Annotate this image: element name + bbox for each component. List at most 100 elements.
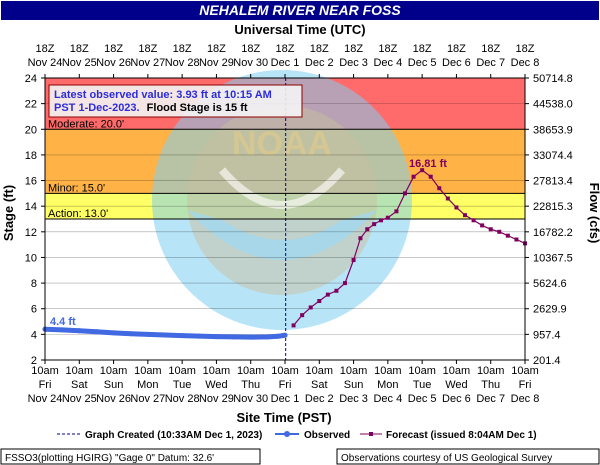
y-right-tick-label: 5624.6 bbox=[533, 278, 567, 290]
x-tick-time: 10am bbox=[66, 365, 94, 377]
top-tick-time: 18Z bbox=[70, 43, 89, 55]
top-tick-time: 18Z bbox=[241, 43, 260, 55]
forecast-point bbox=[437, 186, 442, 191]
x-tick-day: Sat bbox=[71, 379, 88, 391]
x-tick-day: Wed bbox=[445, 379, 467, 391]
top-tick-date: Nov 27 bbox=[130, 57, 165, 69]
y-tick-label: 24 bbox=[25, 73, 37, 85]
top-tick-date: Dec 6 bbox=[442, 57, 471, 69]
observed-point bbox=[162, 332, 168, 338]
forecast-point bbox=[291, 323, 296, 328]
x-tick-time: 10am bbox=[477, 365, 505, 377]
top-tick-time: 18Z bbox=[516, 43, 535, 55]
y-tick-label: 8 bbox=[31, 278, 37, 290]
seal-noaa-text: NOAA bbox=[232, 125, 332, 163]
top-tick-time: 18Z bbox=[447, 43, 466, 55]
info-box: Latest observed value: 3.93 ft at 10:15 … bbox=[48, 84, 303, 118]
threshold-label: Moderate: 20.0' bbox=[48, 118, 124, 130]
flood-thresholds: Moderate: 20.0' Minor: 15.0' Action: 13.0' bbox=[45, 118, 525, 220]
x-tick-date: Nov 24 bbox=[28, 393, 63, 405]
y-right-tick-label: 38653.9 bbox=[533, 124, 573, 136]
x-tick-day: Thu bbox=[481, 379, 500, 391]
x-tick-date: Dec 2 bbox=[305, 393, 334, 405]
x-tick-day: Fri bbox=[519, 379, 532, 391]
forecast-point bbox=[343, 281, 347, 286]
observed-point bbox=[275, 333, 281, 339]
x-tick-date: Nov 27 bbox=[130, 393, 165, 405]
top-tick-date: Dec 3 bbox=[339, 57, 368, 69]
top-tick-date: Dec 8 bbox=[511, 57, 540, 69]
y-right-axis-label: Flow (cfs) bbox=[587, 183, 600, 244]
chart-title: NEHALEM RIVER NEAR FOSS bbox=[199, 2, 401, 18]
forecast-point bbox=[445, 196, 450, 201]
forecast-point bbox=[351, 258, 356, 263]
x-tick-day: Wed bbox=[205, 379, 227, 391]
forecast-point bbox=[308, 305, 313, 310]
forecast-point bbox=[505, 233, 510, 238]
y-right-tick-label: 44538.0 bbox=[533, 99, 573, 111]
x-tick-date: Dec 5 bbox=[408, 393, 437, 405]
top-tick-date: Dec 7 bbox=[476, 57, 505, 69]
top-tick-date: Dec 1 bbox=[271, 57, 300, 69]
y-tick-label: 4 bbox=[31, 329, 37, 341]
forecast-point bbox=[385, 215, 390, 220]
top-tick-date: Dec 2 bbox=[305, 57, 334, 69]
top-tick-date: Nov 28 bbox=[165, 57, 200, 69]
y-right-tick-label: 33074.4 bbox=[533, 150, 573, 162]
forecast-point bbox=[334, 288, 339, 293]
forecast-point bbox=[365, 227, 370, 232]
top-axis-label: Universal Time (UTC) bbox=[234, 22, 365, 37]
x-tick-day: Fri bbox=[39, 379, 52, 391]
x-tick-time: 10am bbox=[237, 365, 265, 377]
forecast-point bbox=[480, 223, 485, 228]
x-tick-time: 10am bbox=[374, 365, 402, 377]
x-tick-time: 10am bbox=[443, 365, 471, 377]
y-right-tick-label: 201.4 bbox=[533, 355, 561, 367]
legend-observed: Observed bbox=[304, 430, 350, 441]
y-tick-label: 10 bbox=[25, 252, 37, 264]
title-bar bbox=[1, 1, 599, 20]
x-tick-date: Dec 3 bbox=[339, 393, 368, 405]
observed-series-line bbox=[42, 326, 288, 340]
x-tick-time: 10am bbox=[134, 365, 162, 377]
top-tick-date: Nov 24 bbox=[28, 57, 63, 69]
info-flood-stage: Flood Stage is 15 ft bbox=[147, 102, 248, 114]
x-tick-time: 10am bbox=[31, 365, 59, 377]
observed-point bbox=[145, 331, 151, 337]
x-tick-date: Nov 28 bbox=[165, 393, 200, 405]
forecast-point bbox=[514, 237, 519, 242]
x-tick-day: Sun bbox=[104, 379, 124, 391]
x-tick-date: Nov 26 bbox=[96, 393, 131, 405]
x-tick-day: Mon bbox=[377, 379, 398, 391]
observed-point bbox=[196, 333, 202, 339]
x-tick-day: Tue bbox=[413, 379, 432, 391]
x-axis-label: Site Time (PST) bbox=[236, 410, 331, 425]
forecast-point bbox=[317, 299, 322, 304]
observed-point bbox=[213, 334, 219, 340]
y-tick-label: 12 bbox=[25, 227, 37, 239]
x-tick-day: Tue bbox=[173, 379, 192, 391]
y-right-tick-label: 50714.8 bbox=[533, 73, 573, 85]
forecast-point bbox=[488, 227, 493, 232]
seal-wave bbox=[187, 210, 377, 260]
threshold-label: Minor: 15.0' bbox=[48, 182, 105, 194]
forecast-point bbox=[463, 213, 467, 218]
forecast-point bbox=[428, 174, 433, 179]
x-tick-time: 10am bbox=[340, 365, 368, 377]
x-tick-time: 10am bbox=[203, 365, 231, 377]
start-value-label: 4.4 ft bbox=[50, 316, 76, 328]
top-tick-time: 18Z bbox=[173, 43, 192, 55]
forecast-point bbox=[497, 229, 502, 234]
forecast-point bbox=[300, 313, 305, 318]
top-tick-date: Nov 29 bbox=[199, 57, 234, 69]
threshold-label: Action: 13.0' bbox=[48, 208, 108, 220]
legend: Graph Created (10:33AM Dec 1, 2023) Obse… bbox=[57, 430, 537, 441]
noaa-watermark: NOAA bbox=[152, 70, 412, 330]
observed-point bbox=[93, 329, 99, 335]
y-right-tick-label: 957.4 bbox=[533, 329, 561, 341]
x-tick-day: Sat bbox=[311, 379, 328, 391]
top-tick-time: 18Z bbox=[276, 43, 295, 55]
top-tick-time: 18Z bbox=[138, 43, 157, 55]
top-tick-time: 18Z bbox=[104, 43, 123, 55]
